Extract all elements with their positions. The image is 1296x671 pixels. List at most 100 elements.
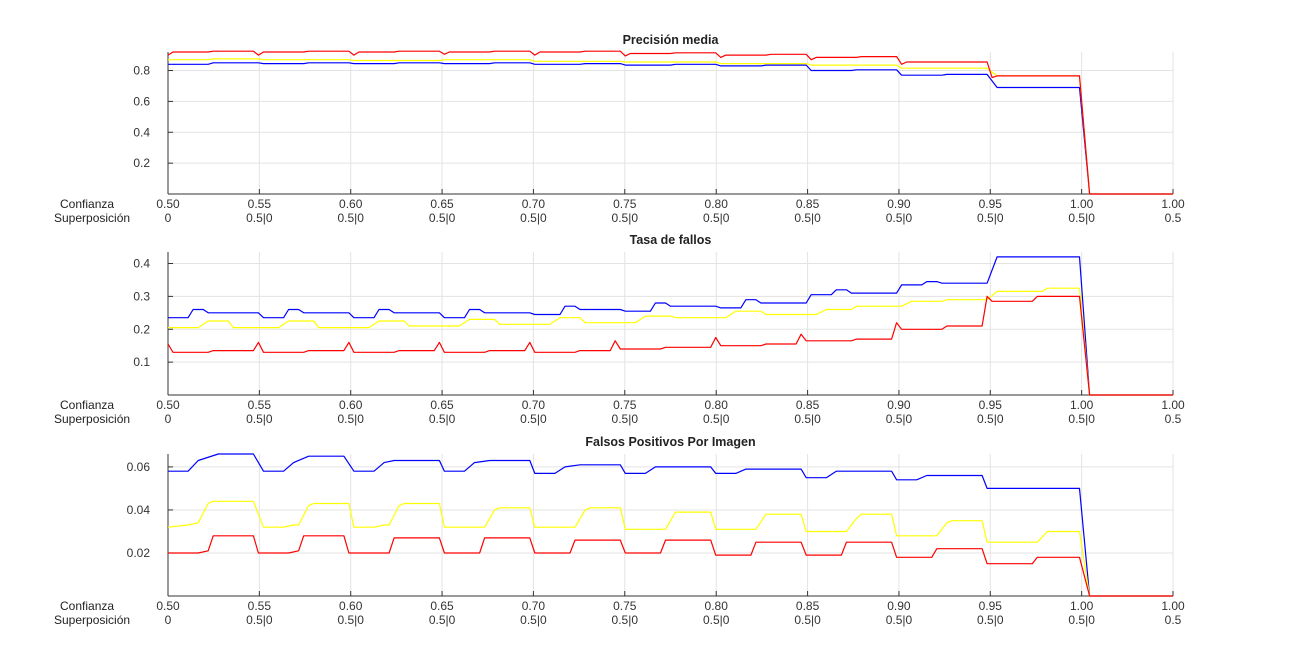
x-tick-label-confianza: 0.80 [705,599,729,613]
y-tick-label: 0.2 [133,322,150,336]
x-tick-label-confianza: 1.00 [1161,197,1185,211]
row-label-confianza: Confianza [60,197,114,211]
x-tick-label-superposicion: 0.5|0 [703,412,730,426]
x-tick-label-superposicion: 0.5|0 [246,412,273,426]
series-line-3 [167,50,1173,195]
x-tick-label-superposicion: 0.5|0 [703,211,730,225]
x-tick-label-superposicion: 0.5|0 [1068,412,1095,426]
x-tick-label-superposicion: 0.5|0 [886,613,913,627]
x-tick-label-confianza: 0.85 [796,398,820,412]
x-tick-label-superposicion: 0.5|0 [520,211,547,225]
x-tick-label-confianza: 0.55 [248,398,272,412]
x-tick-label-confianza: 0.75 [613,599,637,613]
x-tick-label-confianza: 0.60 [339,599,363,613]
x-tick-label-confianza: 1.00 [1161,398,1185,412]
x-tick-label-superposicion: 0.5|0 [246,211,273,225]
y-tick-label: 0.8 [133,64,150,78]
x-tick-label-superposicion: 0.5|0 [612,211,639,225]
plot-area [168,52,1173,194]
x-tick-label-confianza: 0.90 [887,599,911,613]
x-tick-label-confianza: 1.00 [1070,599,1094,613]
x-tick-label-confianza: 0.55 [248,599,272,613]
y-tick-label: 0.3 [133,289,150,303]
series-line-3 [168,535,1173,597]
x-tick-label-confianza: 0.80 [705,197,729,211]
x-tick-label-confianza: 0.60 [339,398,363,412]
x-tick-label-superposicion: 0.5|0 [794,613,821,627]
x-tick-label-confianza: 0.60 [339,197,363,211]
plot-area [168,454,1173,596]
row-label-confianza: Confianza [60,398,114,412]
x-tick-label-superposicion: 0.5|0 [429,613,456,627]
x-tick-label-superposicion: 0.5 [1165,412,1182,426]
x-tick-label-confianza: 0.80 [705,398,729,412]
x-tick-label-confianza: 0.50 [156,197,180,211]
x-tick-label-confianza: 0.50 [156,599,180,613]
y-tick-label: 0.04 [127,503,151,517]
y-tick-label: 0.06 [127,460,151,474]
chart-title: Tasa de fallos [630,233,712,247]
series-line-1 [168,453,1173,597]
x-tick-label-confianza: 0.50 [156,398,180,412]
series-line-2 [168,287,1173,396]
x-tick-label-superposicion: 0.5|0 [977,412,1004,426]
series-line-1 [168,62,1173,195]
x-tick-label-confianza: 1.00 [1161,599,1185,613]
x-tick-label-superposicion: 0.5|0 [1068,613,1095,627]
x-tick-label-superposicion: 0.5|0 [429,412,456,426]
x-tick-label-confianza: 0.85 [796,197,820,211]
x-tick-label-confianza: 0.65 [430,197,454,211]
y-tick-label: 0.1 [133,355,150,369]
series-line-2 [167,500,1173,597]
row-label-superposicion: Superposición [54,211,130,225]
y-tick-label: 0.6 [133,94,150,108]
series-line-1 [168,256,1173,396]
x-tick-label-confianza: 0.90 [887,398,911,412]
x-tick-label-confianza: 1.00 [1070,197,1094,211]
x-tick-label-superposicion: 0.5 [1165,613,1182,627]
x-tick-label-confianza: 0.75 [613,197,637,211]
x-tick-label-superposicion: 0 [165,613,172,627]
x-tick-label-confianza: 0.55 [248,197,272,211]
x-tick-label-confianza: 0.75 [613,398,637,412]
plot-area [168,252,1173,395]
x-tick-label-confianza: 0.70 [522,197,546,211]
x-tick-label-confianza: 0.90 [887,197,911,211]
row-label-confianza: Confianza [60,599,114,613]
x-tick-label-superposicion: 0 [165,412,172,426]
y-tick-label: 0.4 [133,257,150,271]
row-label-superposicion: Superposición [54,412,130,426]
x-tick-label-confianza: 0.70 [522,599,546,613]
x-tick-label-confianza: 0.85 [796,599,820,613]
chart-title: Falsos Positivos Por Imagen [585,435,755,449]
x-tick-label-superposicion: 0.5|0 [794,412,821,426]
series-line-2 [168,58,1173,195]
x-tick-label-superposicion: 0.5|0 [246,613,273,627]
x-tick-label-superposicion: 0.5|0 [1068,211,1095,225]
y-tick-label: 0.02 [127,546,151,560]
chart-title: Precisión media [623,33,720,47]
y-tick-label: 0.2 [133,156,150,170]
row-label-superposicion: Superposición [54,613,130,627]
x-tick-label-superposicion: 0.5|0 [337,412,364,426]
series-line-3 [167,295,1173,396]
x-tick-label-superposicion: 0.5|0 [886,412,913,426]
x-tick-label-superposicion: 0.5|0 [520,412,547,426]
x-tick-label-superposicion: 0.5|0 [977,211,1004,225]
x-tick-label-superposicion: 0.5|0 [703,613,730,627]
x-tick-label-superposicion: 0.5 [1165,211,1182,225]
chart-panel-2: 0.10.20.30.40.5000.550.5|00.600.5|00.650… [54,233,1185,426]
x-tick-label-superposicion: 0.5|0 [977,613,1004,627]
x-tick-label-confianza: 1.00 [1070,398,1094,412]
chart-panel-1: 0.20.40.60.80.5000.550.5|00.600.5|00.650… [54,33,1185,225]
x-tick-label-superposicion: 0.5|0 [429,211,456,225]
x-tick-label-superposicion: 0.5|0 [612,613,639,627]
x-tick-label-superposicion: 0.5|0 [337,211,364,225]
x-tick-label-superposicion: 0.5|0 [612,412,639,426]
x-tick-label-confianza: 0.65 [430,398,454,412]
x-tick-label-confianza: 0.95 [979,599,1003,613]
x-tick-label-confianza: 0.65 [430,599,454,613]
x-tick-label-superposicion: 0.5|0 [520,613,547,627]
x-tick-label-superposicion: 0.5|0 [794,211,821,225]
